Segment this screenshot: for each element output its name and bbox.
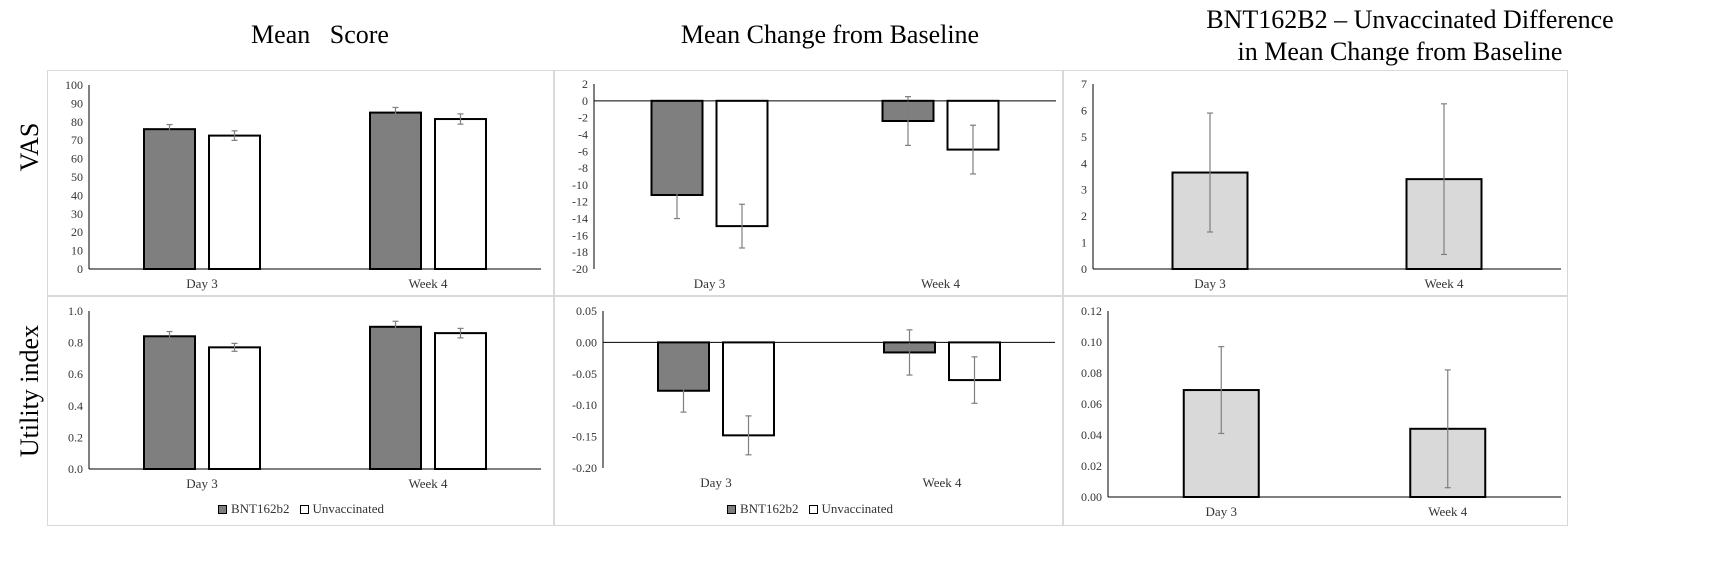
y-tick-label: 0.00 xyxy=(1081,490,1102,504)
chart-vas-mean: 0 10 20 30 40 50 60 70 80 90 100 Day 3 Week 4 xyxy=(65,78,541,291)
y-tick-label: 0.05 xyxy=(576,304,597,318)
y-tick-label: 0.02 xyxy=(1081,459,1102,473)
legend-label-unvaccinated: Unvaccinated xyxy=(312,501,384,516)
x-tick-label: Day 3 xyxy=(186,276,217,291)
column-title-difference-line2: in Mean Change from Baseline xyxy=(1237,37,1563,66)
bar xyxy=(143,128,196,270)
y-tick-label: 2 xyxy=(1081,209,1087,223)
y-tick-label: 90 xyxy=(71,96,83,110)
legend-swatch-bnt xyxy=(218,504,227,514)
chart-utility-diff: 0.00 0.02 0.04 0.06 0.08 0.10 0.12 Day 3 Week 4 xyxy=(1081,304,1561,519)
x-tick-label: Day 3 xyxy=(1206,504,1237,519)
y-tick-label: 0.8 xyxy=(68,336,83,350)
column-title-mean-score: Mean Score xyxy=(251,20,389,49)
chart-utility-mean: 0.0 0.2 0.4 0.6 0.8 1.0 Day 3 Week 4 xyxy=(68,304,541,491)
legend-swatch-unvaccinated xyxy=(299,504,309,514)
y-tick-label: 100 xyxy=(65,78,83,92)
bar xyxy=(369,111,422,270)
x-tick-label: Day 3 xyxy=(700,475,731,490)
legend-swatch-unvaccinated xyxy=(808,504,818,514)
y-tick-label: 10 xyxy=(71,244,83,258)
x-tick-label: Day 3 xyxy=(1194,276,1225,291)
row-label-vas: VAS xyxy=(15,122,44,172)
y-tick-label: 2 xyxy=(582,77,588,91)
x-tick-label: Week 4 xyxy=(921,276,961,291)
y-tick-label: -0.20 xyxy=(572,461,597,475)
y-tick-label: -0.15 xyxy=(572,430,597,444)
y-tick-label: 0 xyxy=(1081,262,1087,276)
y-tick-label: -0.05 xyxy=(572,367,597,381)
y-tick-label: -4 xyxy=(578,127,588,141)
bar xyxy=(143,335,196,470)
y-tick-label: 5 xyxy=(1081,130,1087,144)
y-tick-label: 0 xyxy=(77,262,83,276)
column-title-difference-line1: BNT162B2 – Unvaccinated Difference xyxy=(1206,5,1614,34)
y-tick-label: 70 xyxy=(71,133,83,147)
y-tick-label: 0 xyxy=(582,94,588,108)
y-tick-label: 0.00 xyxy=(576,335,597,349)
panel-utility-change: 0.05 0.00 -0.05 -0.10 -0.15 -0.20 Day 3 Week 4 … xyxy=(554,296,1063,526)
bar xyxy=(369,325,422,470)
panel-utility-diff: 0.00 0.02 0.04 0.06 0.08 0.10 0.12 Day 3 Week 4 xyxy=(1063,296,1568,526)
x-tick-label: Week 4 xyxy=(922,475,962,490)
panel-vas-diff: 0 1 2 3 4 5 6 7 Day 3 Week 4 xyxy=(1063,70,1568,296)
bar xyxy=(208,346,261,471)
y-tick-label: 0.06 xyxy=(1081,397,1102,411)
legend-label-bnt: BNT162b2 xyxy=(231,501,290,516)
panel-vas-mean: 0 10 20 30 40 50 60 70 80 90 100 Day 3 Week 4 xyxy=(47,70,554,296)
chart-vas-change: 2 0 -2 -4 -6 -8 -10 -12 -14 -16 -18 -20 Day 3 Week 4 xyxy=(572,77,1056,291)
x-tick-label: Week 4 xyxy=(1428,504,1468,519)
legend-utility-mean: BNT162b2 Unvaccinated xyxy=(218,501,384,517)
y-tick-label: 1 xyxy=(1081,236,1087,250)
y-tick-label: 50 xyxy=(71,170,83,184)
y-tick-label: 0.04 xyxy=(1081,428,1102,442)
y-tick-label: 0.12 xyxy=(1081,304,1102,318)
y-tick-label: 0.08 xyxy=(1081,366,1102,380)
x-tick-label: Week 4 xyxy=(1424,276,1464,291)
legend-label-bnt: BNT162b2 xyxy=(740,501,799,516)
x-tick-label: Day 3 xyxy=(186,476,217,491)
legend-utility-change: BNT162b2 Unvaccinated xyxy=(727,501,893,517)
bar xyxy=(434,118,487,271)
bar xyxy=(208,134,261,270)
y-tick-label: -10 xyxy=(572,178,588,192)
y-tick-label: 3 xyxy=(1081,183,1087,197)
y-tick-label: -16 xyxy=(572,228,588,242)
x-tick-label: Week 4 xyxy=(408,476,448,491)
y-tick-label: 6 xyxy=(1081,103,1087,117)
y-tick-label: 0.2 xyxy=(68,430,83,444)
y-tick-label: 1.0 xyxy=(68,304,83,318)
x-tick-label: Day 3 xyxy=(694,276,725,291)
y-tick-label: 60 xyxy=(71,152,83,166)
y-tick-label: 30 xyxy=(71,207,83,221)
y-tick-label: 80 xyxy=(71,115,83,129)
y-tick-label: -6 xyxy=(578,144,588,158)
y-tick-label: -0.10 xyxy=(572,398,597,412)
legend-label-unvaccinated: Unvaccinated xyxy=(821,501,893,516)
bar xyxy=(434,332,487,471)
y-tick-label: -20 xyxy=(572,262,588,276)
y-tick-label: 20 xyxy=(71,225,83,239)
row-label-utility-index: Utility index xyxy=(15,324,44,458)
chart-vas-diff: 0 1 2 3 4 5 6 7 Day 3 Week 4 xyxy=(1081,77,1561,291)
chart-utility-change: 0.05 0.00 -0.05 -0.10 -0.15 -0.20 Day 3 Week 4 xyxy=(572,304,1055,490)
panel-vas-change: 2 0 -2 -4 -6 -8 -10 -12 -14 -16 -18 -20 Day 3 Week 4 xyxy=(554,70,1063,296)
y-tick-label: -12 xyxy=(572,195,588,209)
y-tick-label: -8 xyxy=(578,161,588,175)
y-tick-label: 0.6 xyxy=(68,367,83,381)
column-title-mean-change: Mean Change from Baseline xyxy=(680,20,980,49)
y-tick-label: 40 xyxy=(71,188,83,202)
legend-swatch-bnt xyxy=(727,504,736,514)
y-tick-label: 0.10 xyxy=(1081,335,1102,349)
y-tick-label: -14 xyxy=(572,212,588,226)
x-tick-label: Week 4 xyxy=(408,276,448,291)
y-tick-label: 0.0 xyxy=(68,462,83,476)
y-tick-label: 0.4 xyxy=(68,399,83,413)
y-tick-label: 7 xyxy=(1081,77,1087,91)
y-tick-label: -18 xyxy=(572,245,588,259)
y-tick-label: 4 xyxy=(1081,156,1087,170)
panel-utility-mean: 0.0 0.2 0.4 0.6 0.8 1.0 Day 3 Week 4 BNT162b2 U… xyxy=(47,296,554,526)
y-tick-label: -2 xyxy=(578,111,588,125)
